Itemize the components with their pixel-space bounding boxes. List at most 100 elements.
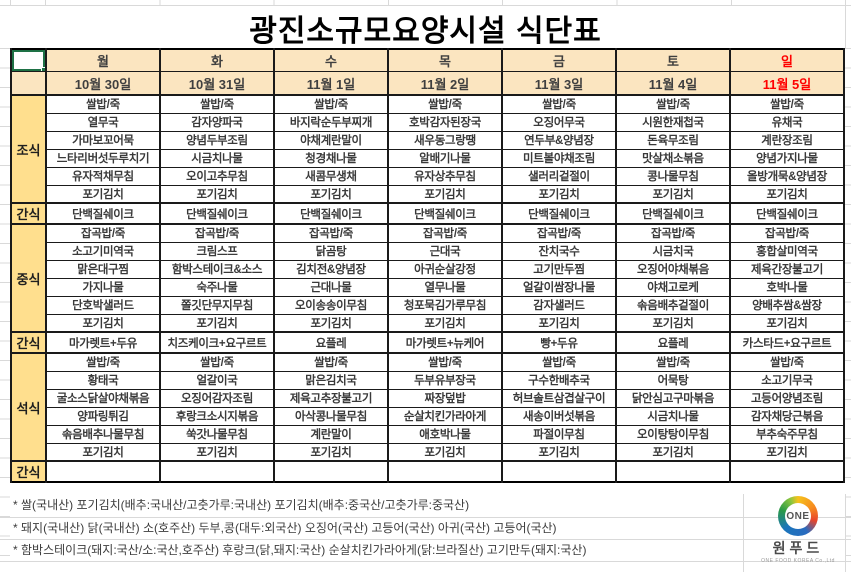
menu-cell[interactable]: 얼갈이국 — [159, 370, 275, 390]
menu-cell[interactable]: 포기김치 — [501, 184, 617, 204]
menu-cell[interactable]: 근대나물 — [273, 277, 389, 297]
date-header-sun[interactable]: 11월 5일 — [729, 71, 845, 96]
menu-cell[interactable]: 오이탕탕이무침 — [615, 424, 731, 444]
menu-cell[interactable]: 잡곡밥/죽 — [273, 223, 389, 243]
menu-cell[interactable]: 양념가지나물 — [729, 148, 845, 168]
selected-corner-cell[interactable] — [10, 48, 47, 72]
date-header-sat[interactable]: 11월 4일 — [615, 71, 731, 96]
menu-cell[interactable]: 양배추쌈&쌈장 — [729, 295, 845, 315]
menu-cell[interactable]: 소고기무국 — [729, 370, 845, 390]
menu-cell[interactable]: 쌀밥/죽 — [501, 352, 617, 372]
menu-cell[interactable]: 후랑크소시지볶음 — [159, 406, 275, 426]
menu-cell[interactable]: 아삭콩나물무침 — [273, 406, 389, 426]
menu-cell[interactable]: 고기만두찜 — [501, 259, 617, 279]
menu-cell[interactable]: 잡곡밥/죽 — [159, 223, 275, 243]
menu-cell[interactable]: 시금치나물 — [615, 406, 731, 426]
menu-cell[interactable]: 치즈케이크+요구르트 — [159, 331, 275, 354]
menu-cell[interactable]: 호박나물 — [729, 277, 845, 297]
menu-cell[interactable]: 쌀밥/죽 — [729, 352, 845, 372]
menu-cell[interactable]: 파절이무침 — [501, 424, 617, 444]
menu-cell[interactable]: 제육고추장불고기 — [273, 388, 389, 408]
menu-cell[interactable]: 포기김치 — [387, 313, 503, 333]
menu-cell[interactable]: 감자채당근볶음 — [729, 406, 845, 426]
menu-cell[interactable]: 포기김치 — [729, 313, 845, 333]
menu-cell[interactable]: 올방개묵&양념장 — [729, 166, 845, 186]
menu-cell[interactable]: 애호박나물 — [387, 424, 503, 444]
date-header-thu[interactable]: 11월 2일 — [387, 71, 503, 96]
menu-cell[interactable]: 황태국 — [45, 370, 161, 390]
menu-cell[interactable]: 쌀밥/죽 — [387, 94, 503, 114]
menu-cell[interactable] — [729, 460, 845, 483]
menu-cell[interactable]: 포기김치 — [159, 442, 275, 462]
menu-cell[interactable]: 아귀순살강정 — [387, 259, 503, 279]
menu-cell[interactable]: 잡곡밥/죽 — [45, 223, 161, 243]
menu-cell[interactable]: 쌀밥/죽 — [159, 352, 275, 372]
menu-cell[interactable] — [501, 460, 617, 483]
menu-cell[interactable]: 포기김치 — [387, 184, 503, 204]
date-header-fri[interactable]: 11월 3일 — [501, 71, 617, 96]
menu-cell[interactable] — [45, 460, 161, 483]
menu-cell[interactable]: 포기김치 — [45, 184, 161, 204]
menu-cell[interactable]: 포기김치 — [387, 442, 503, 462]
menu-cell[interactable]: 콩나물무침 — [615, 166, 731, 186]
menu-cell[interactable]: 쌀밥/죽 — [615, 94, 731, 114]
menu-cell[interactable]: 야채계란말이 — [273, 130, 389, 150]
menu-cell[interactable]: 단백질쉐이크 — [159, 202, 275, 225]
menu-cell[interactable]: 알배기나물 — [387, 148, 503, 168]
menu-cell[interactable]: 가지나물 — [45, 277, 161, 297]
menu-cell[interactable]: 쌀밥/죽 — [501, 94, 617, 114]
menu-cell[interactable]: 미트볼야채조림 — [501, 148, 617, 168]
menu-cell[interactable]: 계란말이 — [273, 424, 389, 444]
date-header-mon[interactable]: 10월 30일 — [45, 71, 161, 96]
menu-cell[interactable]: 짜장덮밥 — [387, 388, 503, 408]
menu-cell[interactable]: 쌀밥/죽 — [45, 352, 161, 372]
menu-cell[interactable]: 고등어양념조림 — [729, 388, 845, 408]
meal-label-6[interactable]: 간식 — [10, 460, 47, 483]
menu-cell[interactable] — [615, 460, 731, 483]
meal-label-1[interactable]: 조식 — [10, 94, 47, 204]
menu-cell[interactable]: 잡곡밥/죽 — [501, 223, 617, 243]
menu-cell[interactable]: 가마보꼬어묵 — [45, 130, 161, 150]
menu-cell[interactable]: 잡곡밥/죽 — [729, 223, 845, 243]
menu-cell[interactable]: 단백질쉐이크 — [729, 202, 845, 225]
menu-cell[interactable]: 포기김치 — [159, 313, 275, 333]
menu-cell[interactable]: 소고기미역국 — [45, 241, 161, 261]
menu-cell[interactable]: 쌀밥/죽 — [729, 94, 845, 114]
menu-cell[interactable]: 포기김치 — [45, 442, 161, 462]
menu-cell[interactable]: 열무나물 — [387, 277, 503, 297]
menu-cell[interactable]: 샐러리겉절이 — [501, 166, 617, 186]
date-header-wed[interactable]: 11월 1일 — [273, 71, 389, 96]
menu-cell[interactable]: 포기김치 — [615, 442, 731, 462]
menu-cell[interactable]: 오징어야채볶음 — [615, 259, 731, 279]
menu-cell[interactable]: 계란장조림 — [729, 130, 845, 150]
meal-label-4[interactable]: 간식 — [10, 331, 47, 354]
menu-cell[interactable]: 감자양파국 — [159, 112, 275, 132]
day-header-mon[interactable]: 월 — [45, 48, 161, 72]
menu-cell[interactable]: 잡곡밥/죽 — [615, 223, 731, 243]
day-header-fri[interactable]: 금 — [501, 48, 617, 72]
day-header-wed[interactable]: 수 — [273, 48, 389, 72]
menu-cell[interactable]: 포기김치 — [273, 313, 389, 333]
menu-cell[interactable]: 양파링튀김 — [45, 406, 161, 426]
menu-cell[interactable]: 홍합살미역국 — [729, 241, 845, 261]
menu-cell[interactable]: 단백질쉐이크 — [501, 202, 617, 225]
date-header-tue[interactable]: 10월 31일 — [159, 71, 275, 96]
day-header-tue[interactable]: 화 — [159, 48, 275, 72]
menu-cell[interactable]: 쑥갓나물무침 — [159, 424, 275, 444]
menu-cell[interactable]: 청경채나물 — [273, 148, 389, 168]
menu-cell[interactable]: 빵+두유 — [501, 331, 617, 354]
menu-cell[interactable]: 두부유부장국 — [387, 370, 503, 390]
menu-cell[interactable]: 부추숙주무침 — [729, 424, 845, 444]
menu-cell[interactable]: 바지락순두부찌개 — [273, 112, 389, 132]
menu-cell[interactable] — [159, 460, 275, 483]
menu-cell[interactable]: 맑은김치국 — [273, 370, 389, 390]
menu-cell[interactable]: 카스타드+요구르트 — [729, 331, 845, 354]
menu-cell[interactable]: 맑은대구찜 — [45, 259, 161, 279]
date-label-corner[interactable] — [10, 71, 47, 96]
menu-cell[interactable]: 잡곡밥/죽 — [387, 223, 503, 243]
menu-cell[interactable]: 야채고로케 — [615, 277, 731, 297]
menu-cell[interactable]: 잔치국수 — [501, 241, 617, 261]
menu-cell[interactable]: 마가렛트+뉴케어 — [387, 331, 503, 354]
menu-cell[interactable]: 느타리버섯두루치기 — [45, 148, 161, 168]
menu-cell[interactable]: 쌀밥/죽 — [273, 352, 389, 372]
